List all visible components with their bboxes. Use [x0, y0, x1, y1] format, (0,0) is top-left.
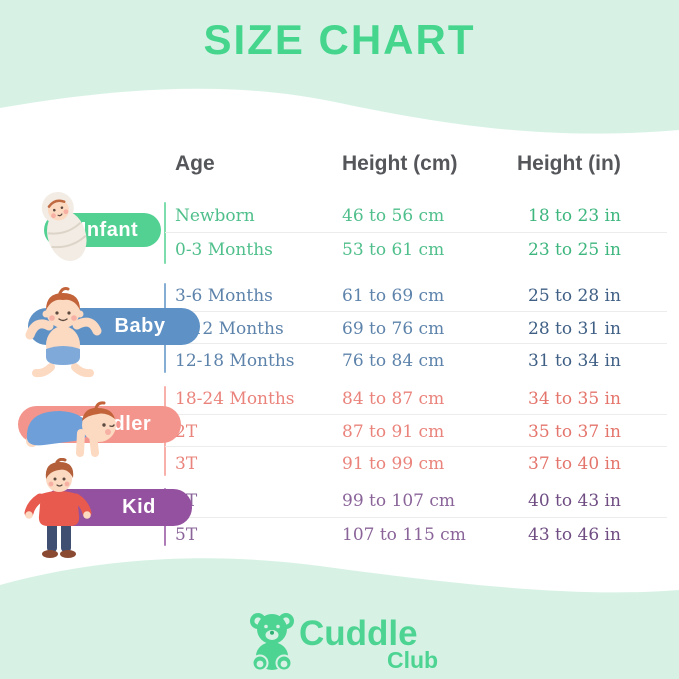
age-value: 0-3 Months [175, 239, 273, 260]
height-in-value: 25 to 28 in [528, 285, 621, 306]
height-cm-value: 87 to 91 cm [342, 421, 445, 442]
age-value: Newborn [175, 205, 255, 226]
page-title: SIZE CHART [203, 16, 476, 63]
bottom-wave-decoration [0, 558, 679, 679]
kid-category-label: Kid [122, 496, 156, 518]
baby-category-label: Baby [114, 315, 166, 337]
table-row: 5T 107 to 115 cm 43 to 46 in [165, 517, 667, 551]
age-value: 12-18 Months [175, 350, 295, 371]
table-row: 12-18 Months 76 to 84 cm 31 to 34 in [165, 343, 667, 377]
height-in-value: 23 to 25 in [528, 239, 621, 260]
infant-category-label: Infant [80, 218, 139, 241]
height-cm-value: 84 to 87 cm [342, 388, 445, 409]
height-in-value: 28 to 31 in [528, 318, 621, 339]
height-cm-value: 99 to 107 cm [342, 490, 455, 511]
height-cm-value: 61 to 69 cm [342, 285, 445, 306]
column-header-age: Age [175, 152, 215, 175]
table-row: 6-12 Months 69 to 76 cm 28 to 31 in [165, 311, 667, 345]
age-value: 6-12 Months [175, 318, 284, 339]
height-in-value: 18 to 23 in [528, 205, 621, 226]
age-value: 3T [175, 453, 198, 474]
height-cm-value: 91 to 99 cm [342, 453, 445, 474]
height-in-value: 40 to 43 in [528, 490, 621, 511]
age-value: 5T [175, 524, 198, 545]
height-in-value: 43 to 46 in [528, 524, 621, 545]
height-in-value: 34 to 35 in [528, 388, 621, 409]
height-cm-value: 76 to 84 cm [342, 350, 445, 371]
column-header-height-in: Height (in) [517, 152, 621, 175]
height-in-value: 35 to 37 in [528, 421, 621, 442]
age-value: 18-24 Months [175, 388, 295, 409]
table-row: 3-6 Months 61 to 69 cm 25 to 28 in [165, 279, 667, 312]
table-row: 3T 91 to 99 cm 37 to 40 in [165, 446, 667, 480]
infant-illustration [41, 191, 87, 261]
brand-subname: Club [387, 647, 439, 673]
teddy-bear-icon [250, 613, 294, 672]
toddler-illustration [26, 401, 116, 457]
table-row: 18-24 Months 84 to 87 cm 34 to 35 in [165, 382, 667, 415]
infant-section-line [164, 202, 166, 264]
column-header-height-cm: Height (cm) [342, 152, 458, 175]
height-in-value: 37 to 40 in [528, 453, 621, 474]
table-row: 4T 99 to 107 cm 40 to 43 in [165, 484, 667, 517]
age-value: 3-6 Months [175, 285, 273, 306]
height-cm-value: 107 to 115 cm [342, 524, 466, 545]
baby-illustration [25, 287, 102, 378]
table-row: 0-3 Months 53 to 61 cm 23 to 25 in [165, 232, 667, 266]
top-wave-decoration [0, 0, 679, 134]
brand-name: Cuddle [299, 614, 418, 653]
table-row: Newborn 46 to 56 cm 18 to 23 in [165, 199, 667, 232]
height-in-value: 31 to 34 in [528, 350, 621, 371]
height-cm-value: 69 to 76 cm [342, 318, 445, 339]
height-cm-value: 53 to 61 cm [342, 239, 445, 260]
kid-illustration [24, 458, 92, 558]
table-row: 2T 87 to 91 cm 35 to 37 in [165, 414, 667, 448]
height-cm-value: 46 to 56 cm [342, 205, 445, 226]
